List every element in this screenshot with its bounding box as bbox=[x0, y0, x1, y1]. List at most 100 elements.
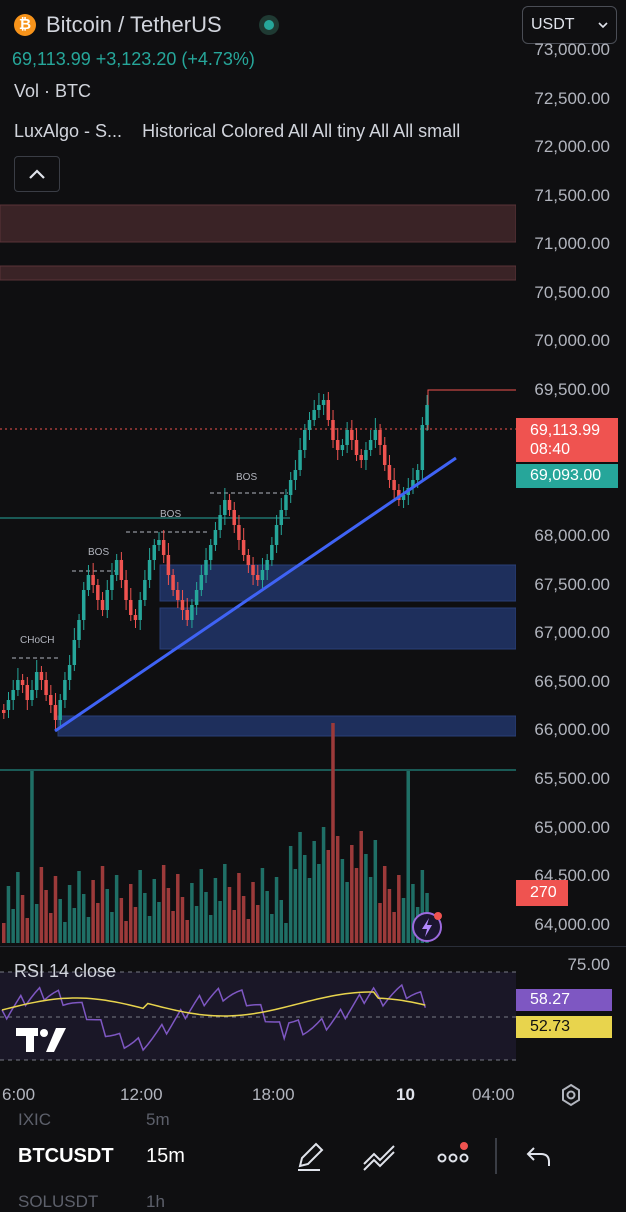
symbol-selector[interactable]: BTCUSDT bbox=[18, 1145, 114, 1167]
demand-zone bbox=[57, 715, 516, 737]
volume-bar bbox=[397, 875, 401, 943]
volume-bar bbox=[232, 910, 236, 943]
rsi-legend[interactable]: RSI 14 close bbox=[14, 961, 117, 981]
volume-bar bbox=[11, 909, 15, 943]
volume-bar bbox=[237, 873, 241, 943]
price-axis-label: 64,000.00 bbox=[534, 915, 610, 934]
rsi-band bbox=[0, 972, 516, 1060]
demand-zone bbox=[159, 607, 516, 650]
volume-bar bbox=[199, 869, 204, 943]
volume-bar bbox=[321, 827, 326, 943]
ghost-interval: 1h bbox=[146, 1192, 165, 1211]
time-label-day: 10 bbox=[396, 1085, 415, 1104]
pencil-icon[interactable] bbox=[294, 1140, 326, 1172]
volume-bar bbox=[34, 904, 39, 943]
volume-bar bbox=[96, 903, 100, 943]
candle-body bbox=[284, 495, 288, 510]
candle-body bbox=[49, 695, 53, 705]
volume-bar bbox=[20, 895, 25, 943]
bottom-toolbar: IXIC 5m BTCUSDT 15m SOLUSDT 1h bbox=[0, 1110, 626, 1211]
candle-body bbox=[354, 440, 359, 455]
candle-body bbox=[72, 640, 77, 665]
price-axis-label: 66,000.00 bbox=[534, 720, 610, 739]
candle-body bbox=[260, 570, 265, 580]
last-price-tag-value: 69,113.99 bbox=[530, 422, 600, 439]
volume-bar bbox=[133, 907, 138, 943]
volume-bar bbox=[39, 867, 44, 943]
volume-bar bbox=[345, 882, 349, 943]
price-axis-label: 69,500.00 bbox=[534, 380, 610, 399]
candle-body bbox=[213, 530, 218, 545]
candle-body bbox=[157, 540, 161, 545]
candle-body bbox=[180, 600, 185, 610]
volume-bar bbox=[119, 898, 124, 943]
drawing-tools-icon[interactable] bbox=[362, 1142, 398, 1172]
candle-body bbox=[335, 440, 340, 450]
volume-bar bbox=[213, 878, 218, 943]
price-axis-label: 68,000.00 bbox=[534, 526, 610, 545]
volume-bar bbox=[2, 923, 6, 943]
candle-body bbox=[204, 560, 208, 575]
undo-icon[interactable] bbox=[525, 1144, 553, 1168]
candle-body bbox=[133, 615, 138, 620]
candle-body bbox=[11, 690, 15, 700]
settings-icon[interactable] bbox=[559, 1083, 583, 1107]
market-open-icon bbox=[259, 15, 279, 35]
symbol-title[interactable]: Bitcoin / TetherUS bbox=[46, 12, 222, 37]
candle-body bbox=[265, 560, 269, 570]
volume-bar bbox=[185, 920, 189, 943]
volume-bar bbox=[382, 866, 387, 943]
candle-body bbox=[251, 565, 255, 575]
volume-bar bbox=[171, 911, 175, 943]
candle-body bbox=[185, 610, 189, 620]
rsi-line bbox=[1, 983, 427, 1052]
candle-body bbox=[246, 555, 251, 565]
lightning-icon[interactable] bbox=[410, 910, 444, 944]
volume-bar bbox=[180, 897, 185, 943]
candle-body bbox=[143, 580, 147, 600]
time-axis[interactable]: 6:00 12:00 18:00 10 04:00 bbox=[0, 1068, 626, 1116]
volume-legend[interactable]: Vol · BTC bbox=[14, 81, 92, 101]
currency-select[interactable]: USDT bbox=[522, 6, 617, 44]
collapse-legend-button[interactable] bbox=[14, 156, 60, 192]
candle-body bbox=[317, 405, 321, 410]
trendline[interactable] bbox=[54, 456, 457, 733]
candle-body bbox=[237, 525, 241, 540]
rsi-pane[interactable] bbox=[0, 948, 516, 1066]
volume-bar bbox=[307, 878, 312, 943]
candle-body bbox=[397, 490, 401, 500]
candle-body bbox=[298, 450, 302, 470]
interval-selector[interactable]: 15m bbox=[146, 1145, 185, 1167]
candle-body bbox=[288, 480, 293, 495]
more-icon[interactable] bbox=[436, 1140, 472, 1170]
volume-bar bbox=[270, 914, 274, 943]
volume-bar bbox=[105, 889, 109, 943]
last-price-tag: 69,113.99 08:40 bbox=[516, 418, 618, 462]
volume-bar bbox=[420, 870, 425, 943]
candle-body bbox=[401, 495, 406, 500]
candle-body bbox=[30, 690, 34, 700]
rsi-ma-tag: 52.73 bbox=[516, 1016, 612, 1038]
volume-bar bbox=[354, 868, 359, 943]
volume-bar bbox=[411, 884, 415, 943]
volume-bar bbox=[166, 888, 171, 943]
candle-body bbox=[119, 560, 124, 580]
rsi-level-label: 75.00 bbox=[567, 955, 610, 974]
volume-bar bbox=[152, 879, 157, 943]
candle-body bbox=[373, 430, 378, 440]
volume-bar bbox=[77, 871, 81, 943]
volume-bar bbox=[49, 913, 53, 943]
indicator-legend[interactable]: LuxAlgo - S... Historical Colored All Al… bbox=[14, 121, 460, 142]
volume-bar bbox=[147, 916, 152, 943]
volume-bar bbox=[176, 874, 180, 943]
pane-divider bbox=[0, 946, 626, 947]
volume-bar bbox=[378, 903, 382, 943]
price-axis-label: 65,500.00 bbox=[534, 769, 610, 788]
chevron-down-icon bbox=[598, 22, 608, 29]
volume-bar bbox=[30, 771, 34, 943]
price-axis-label: 66,500.00 bbox=[534, 672, 610, 691]
candle-body bbox=[368, 440, 373, 450]
price-axis-label: 71,000.00 bbox=[534, 234, 610, 253]
candle-body bbox=[39, 672, 44, 680]
price-chart[interactable]: CHoCH BOS BOS BOS bbox=[0, 0, 516, 945]
